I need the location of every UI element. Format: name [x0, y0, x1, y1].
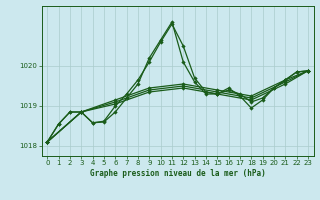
X-axis label: Graphe pression niveau de la mer (hPa): Graphe pression niveau de la mer (hPa) — [90, 169, 266, 178]
